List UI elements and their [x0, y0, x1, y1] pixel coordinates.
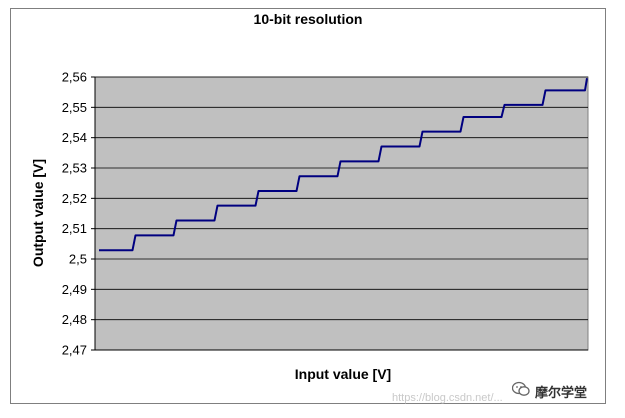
chart-title: 10-bit resolution	[253, 11, 363, 27]
y-tick-label: 2,56	[62, 70, 87, 85]
y-tick-label: 2,53	[62, 161, 87, 176]
y-axis-label: Output value [V]	[30, 158, 46, 268]
plot-area	[94, 76, 589, 351]
watermark-brand: 摩尔学堂	[535, 386, 588, 401]
y-tick-label: 2,52	[62, 191, 87, 206]
watermark: 摩尔学堂	[511, 381, 588, 402]
wechat-icon	[511, 381, 530, 402]
y-tick-label: 2,55	[62, 100, 87, 115]
y-tick-label: 2,48	[62, 312, 87, 327]
output-step-series	[99, 78, 588, 252]
x-axis-label: Input value [V]	[294, 366, 392, 382]
y-tick-label: 2,49	[62, 282, 87, 297]
y-tick-label: 2,51	[62, 221, 87, 236]
watermark-url: https://blog.csdn.net/...	[392, 392, 503, 404]
y-tick-label: 2,54	[62, 130, 87, 145]
y-tick-label: 2,47	[62, 343, 87, 358]
y-tick-label: 2,5	[69, 252, 87, 267]
